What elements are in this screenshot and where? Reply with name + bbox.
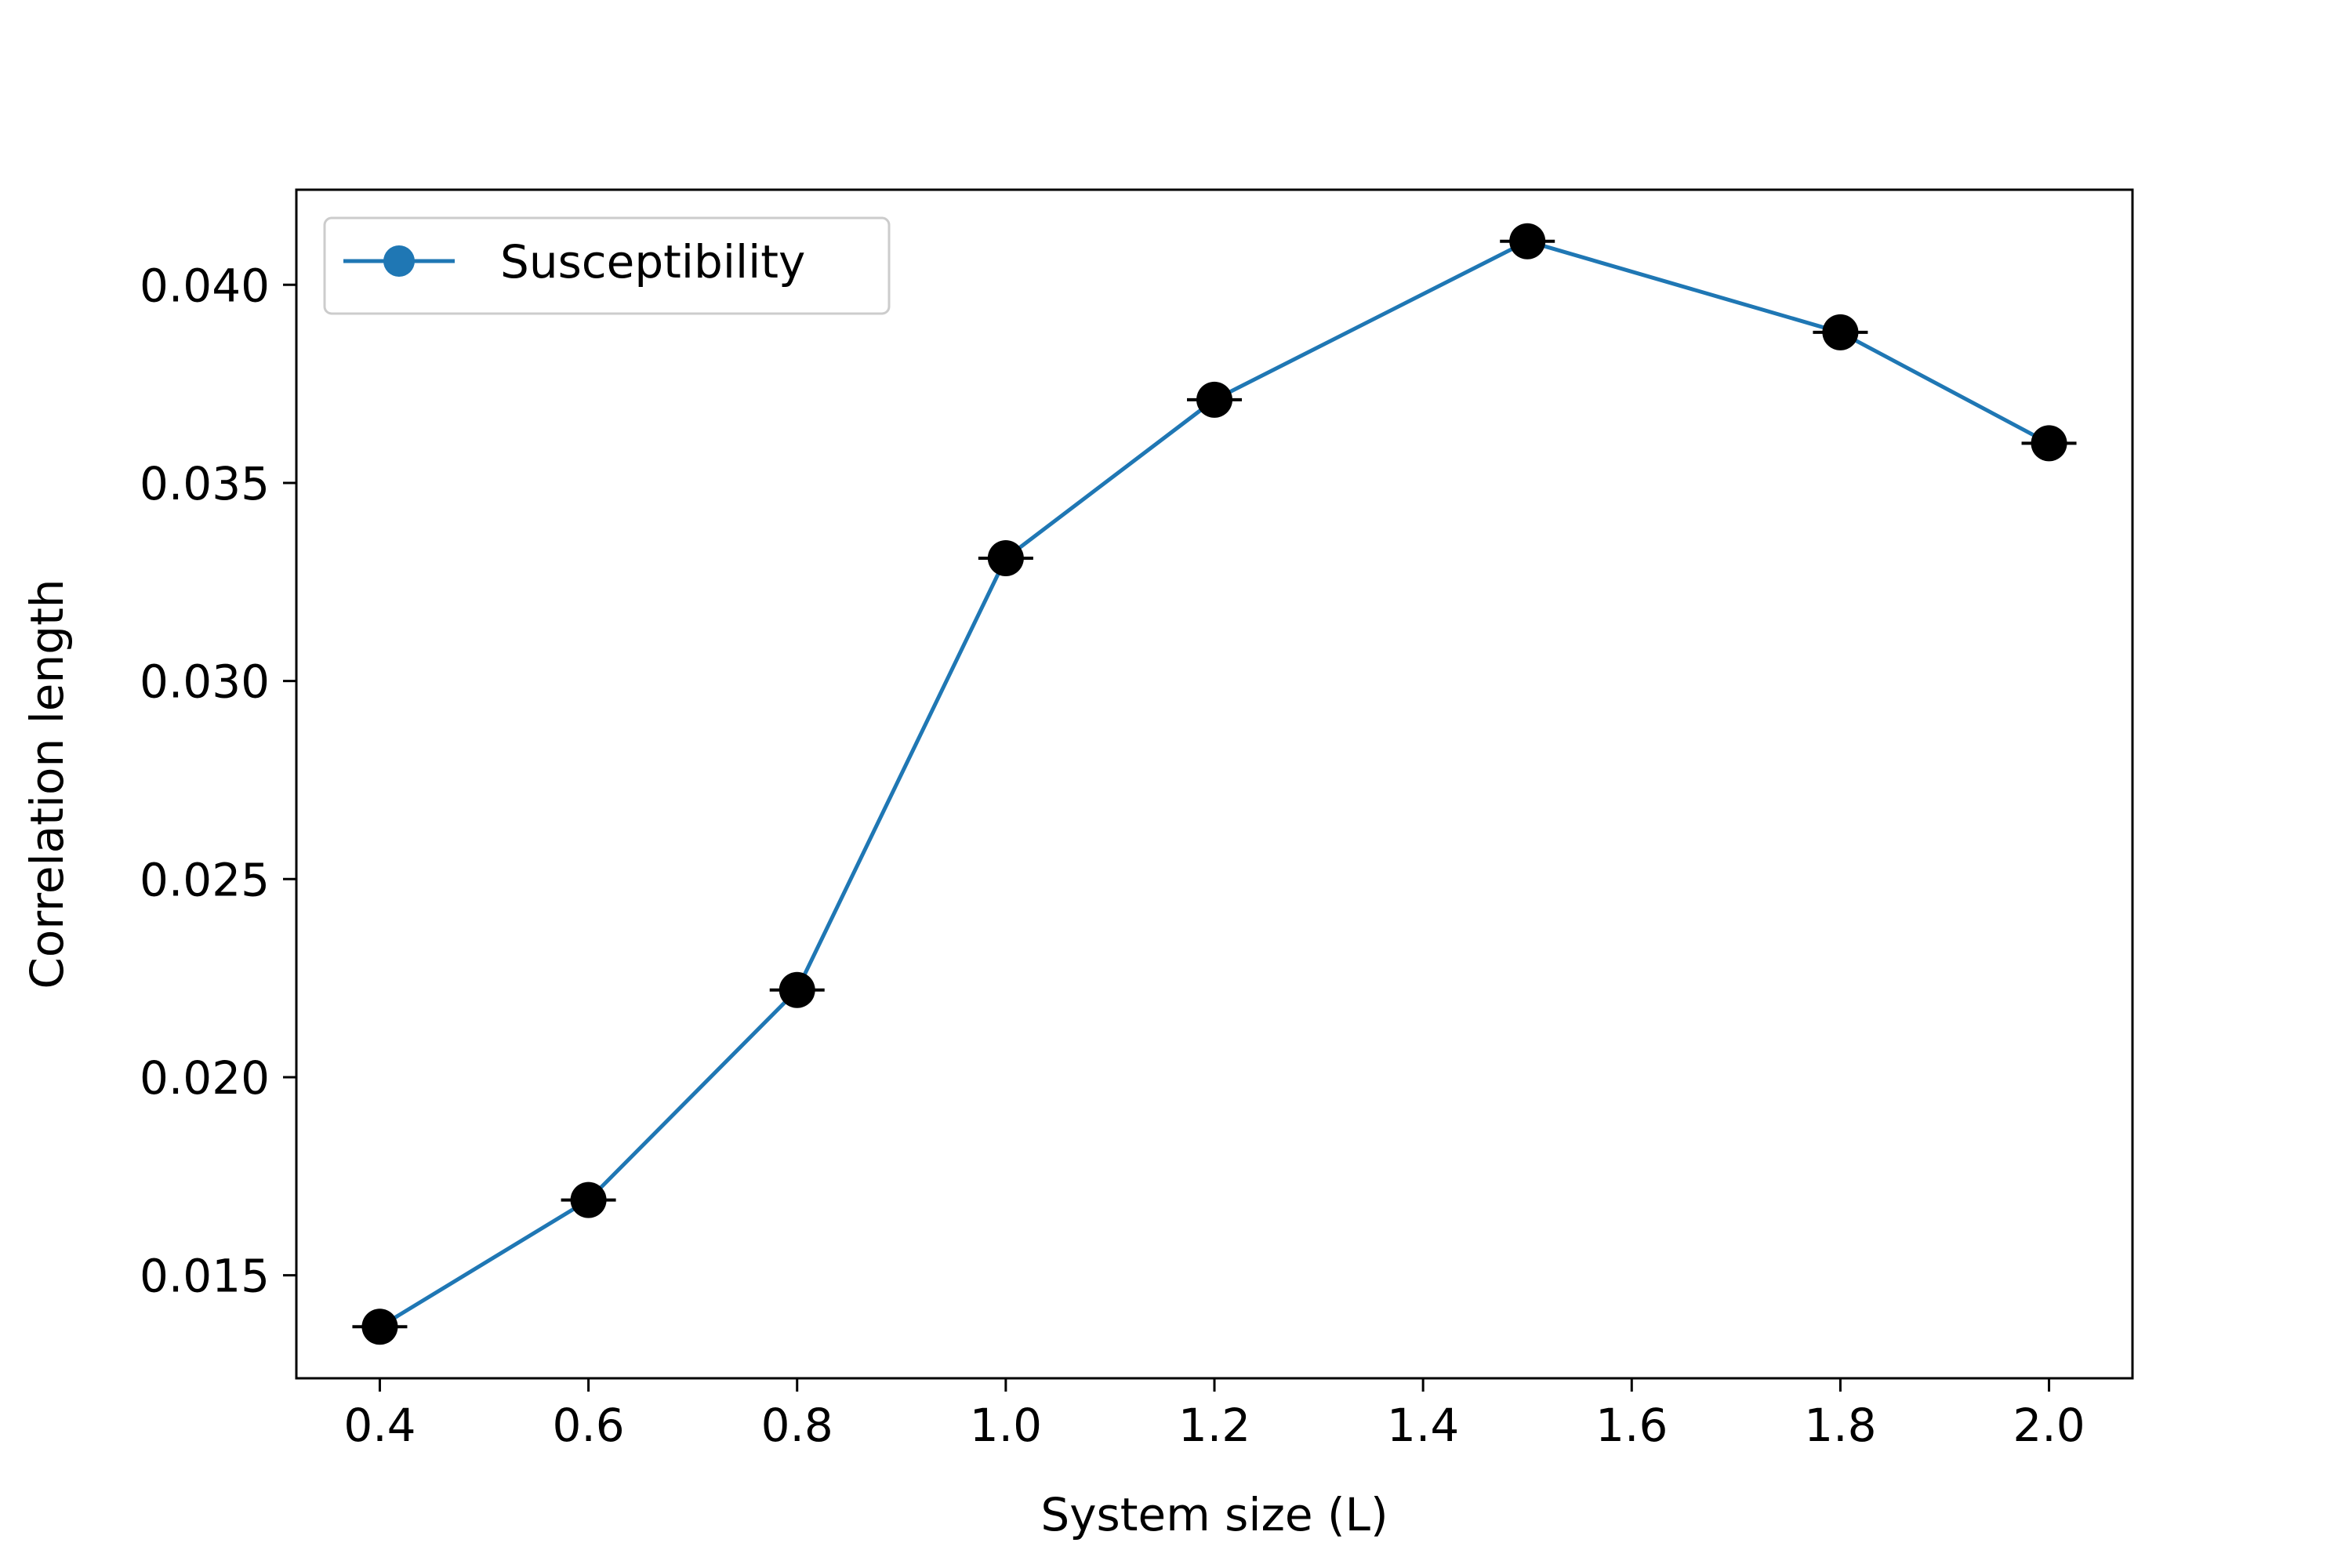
data-point: [779, 971, 815, 1008]
data-point: [1822, 314, 1859, 350]
x-tick-label: 1.0: [970, 1399, 1042, 1452]
x-axis: 0.4 0.6 0.8 1.0 1.2 1.4 1.6 1.8 2.0: [343, 1378, 2085, 1452]
x-tick-label: 0.6: [552, 1399, 624, 1452]
x-tick-label: 1.8: [1804, 1399, 1876, 1452]
legend: Susceptibility: [323, 216, 891, 315]
y-tick-label: 0.030: [140, 655, 270, 709]
legend-label: Susceptibility: [500, 235, 805, 289]
y-axis-label: Correlation length: [20, 579, 74, 989]
plot-area: [352, 223, 2077, 1345]
x-tick-label: 1.2: [1178, 1399, 1250, 1452]
series-line: [379, 239, 2050, 1329]
data-point: [987, 539, 1024, 576]
x-tick-label: 0.8: [761, 1399, 833, 1452]
x-tick-label: 1.4: [1387, 1399, 1459, 1452]
y-tick-label: 0.015: [140, 1250, 270, 1303]
legend-box: [323, 216, 891, 315]
x-tick-label: 2.0: [2013, 1399, 2085, 1452]
data-point: [1509, 223, 1546, 260]
data-point: [361, 1308, 398, 1345]
y-tick-label: 0.025: [140, 853, 270, 906]
data-point: [1196, 381, 1232, 418]
y-tick-label: 0.040: [140, 259, 270, 312]
x-tick-label: 0.4: [343, 1399, 416, 1452]
axes-frame: [295, 188, 2134, 1380]
y-tick-label: 0.020: [140, 1051, 270, 1105]
data-point: [2031, 425, 2067, 462]
x-tick-label: 1.6: [1595, 1399, 1668, 1452]
data-point: [570, 1181, 607, 1218]
legend-marker-swatch: [383, 245, 415, 277]
y-tick-label: 0.035: [140, 457, 270, 510]
y-axis: 0.015 0.020 0.025 0.030 0.035 0.040: [140, 259, 296, 1303]
x-axis-label: System size (L): [1040, 1488, 1388, 1541]
